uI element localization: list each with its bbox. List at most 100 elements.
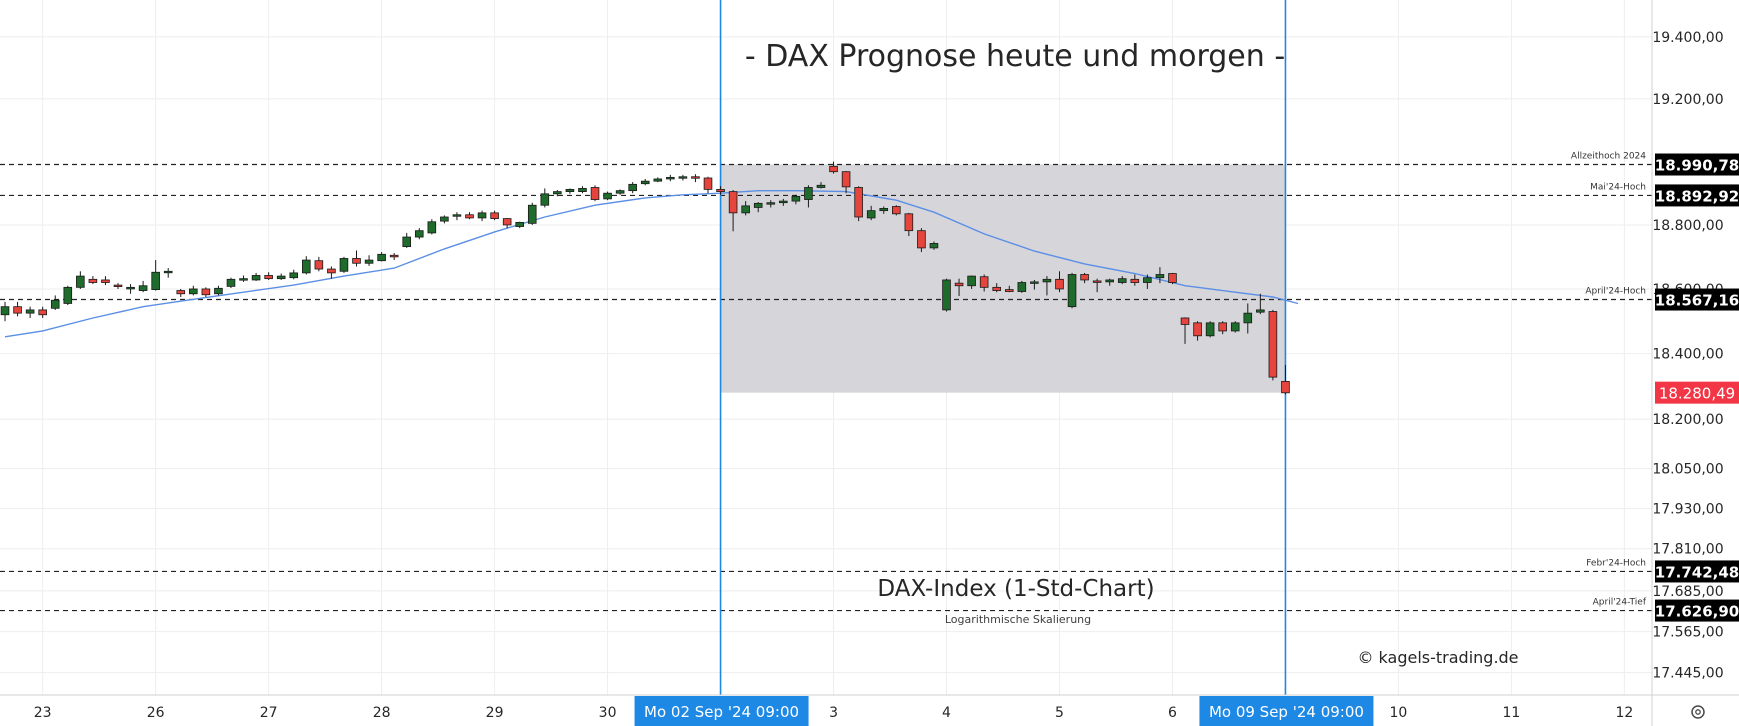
candle-body	[251, 275, 261, 281]
candle	[1130, 274, 1140, 286]
candle	[402, 232, 412, 248]
candle	[527, 202, 537, 225]
candle	[565, 188, 575, 194]
candle	[440, 215, 449, 224]
candle-body	[490, 212, 499, 219]
candle-body	[992, 286, 1002, 291]
candle-body	[1067, 274, 1077, 308]
candle	[1030, 279, 1039, 290]
candle	[88, 276, 98, 285]
y-tick-label: 17.685,00	[1652, 584, 1723, 600]
candle	[339, 256, 349, 273]
candle-body	[276, 275, 286, 280]
candle	[352, 250, 361, 267]
level-price-badge	[1655, 153, 1739, 176]
candle	[590, 185, 600, 202]
y-tick-label: 19.400,00	[1652, 30, 1723, 46]
level-price-label: 18.567,16	[1655, 292, 1739, 310]
candle-body	[741, 205, 750, 214]
candle-body	[892, 206, 901, 215]
candle	[779, 198, 788, 206]
candle	[477, 210, 487, 222]
candle	[954, 278, 964, 297]
candle-body	[1042, 278, 1052, 283]
candle-body	[879, 208, 889, 212]
candle	[414, 228, 424, 240]
candle-body	[1117, 278, 1127, 283]
candle	[327, 266, 336, 279]
candle	[251, 272, 261, 281]
candle	[666, 174, 675, 182]
candle	[427, 219, 437, 235]
candle	[816, 182, 826, 189]
candle	[691, 174, 700, 183]
candle	[389, 253, 399, 261]
candle	[302, 256, 311, 275]
candle-body	[377, 253, 386, 262]
x-tick-label: 10	[1390, 705, 1408, 721]
candles-layer	[0, 161, 1290, 395]
candle	[502, 217, 512, 229]
candle	[766, 200, 776, 208]
level-lines-layer: Allzeithoch 2024 Mai'24-Hoch April'24-Hoch…	[0, 152, 1652, 612]
candle-body	[465, 214, 474, 219]
candle-body	[703, 177, 713, 190]
candle	[50, 295, 60, 310]
candle-body	[979, 276, 989, 288]
candle	[603, 191, 612, 201]
y-tick-label: 19.200,00	[1652, 92, 1723, 108]
candle-body	[1256, 309, 1265, 313]
y-tick-label: 18.800,00	[1652, 218, 1723, 234]
candle	[163, 268, 173, 278]
level-name: Mai'24-Hoch	[1590, 182, 1646, 192]
candle	[1281, 365, 1290, 395]
candle-body	[88, 278, 98, 283]
candle	[854, 186, 863, 222]
candle	[13, 301, 22, 317]
candle	[678, 174, 688, 181]
candle-body	[1243, 312, 1253, 324]
x-tick-label: 6	[1168, 705, 1177, 721]
level-price-badge	[1655, 560, 1739, 583]
copyright-text: © kagels-trading.de	[1357, 648, 1518, 667]
candle	[101, 276, 110, 286]
x-tick-label: 4	[942, 705, 951, 721]
candle-body	[691, 176, 700, 179]
candle-body	[603, 192, 612, 200]
range-box	[720, 164, 1286, 393]
candle	[791, 194, 801, 205]
candle	[1143, 274, 1152, 289]
candle-body	[302, 259, 311, 274]
range-box-layer	[720, 164, 1286, 393]
x-tick-label: 30	[599, 705, 617, 721]
candle-body	[791, 195, 801, 202]
last-price-label: 18.280,49	[1659, 385, 1735, 403]
candle-body	[0, 306, 10, 316]
settings-gear-icon[interactable]	[1691, 705, 1705, 719]
x-tick-label: 12	[1615, 705, 1633, 721]
candle	[992, 283, 1002, 293]
candle	[1055, 271, 1064, 293]
candle-body	[1004, 289, 1014, 292]
level-price-badge	[1655, 288, 1739, 311]
candle-body	[1218, 322, 1227, 332]
candle-body	[13, 306, 22, 314]
candle-body	[866, 210, 876, 219]
candle-body	[1193, 322, 1202, 337]
candle-body	[904, 213, 914, 232]
candle-body	[1080, 274, 1089, 281]
candle	[578, 186, 587, 194]
candle-body	[515, 221, 524, 227]
candle	[176, 288, 186, 298]
candle	[1080, 272, 1089, 284]
candle	[201, 287, 211, 298]
candle	[1218, 321, 1227, 335]
level-name: April'24-Hoch	[1585, 287, 1646, 297]
candle-body	[101, 279, 110, 283]
candle-body	[339, 258, 349, 272]
candle	[640, 178, 650, 186]
candle-body	[63, 286, 73, 304]
candle	[377, 252, 386, 262]
